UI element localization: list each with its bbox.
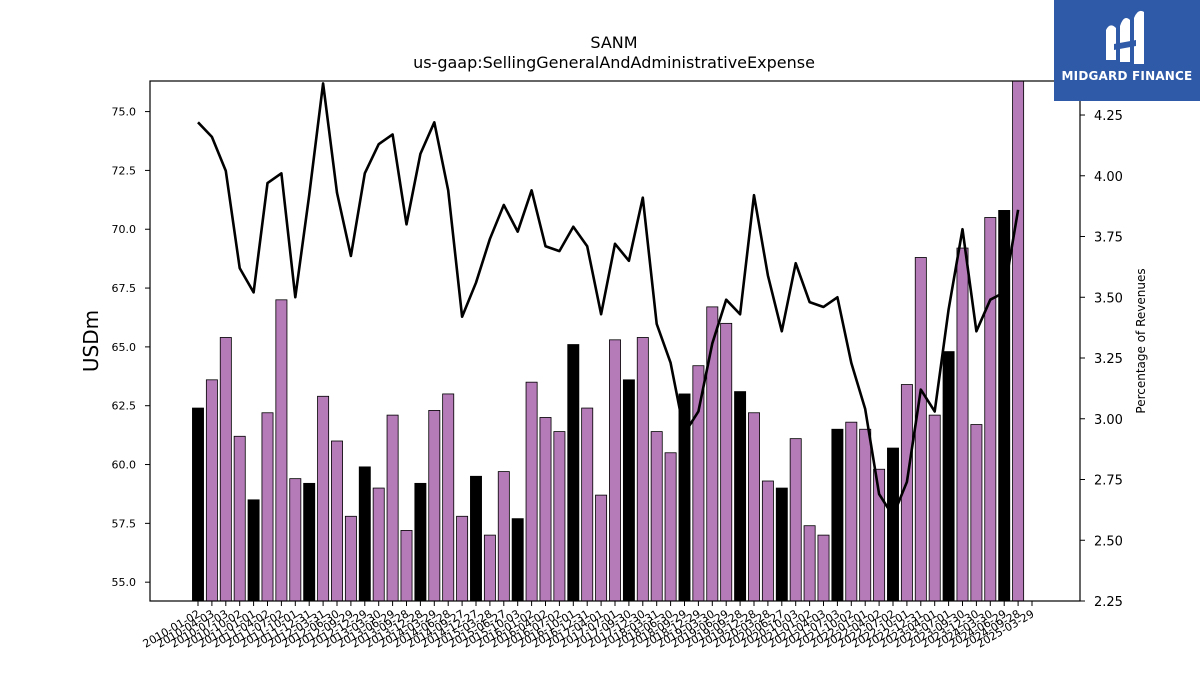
y-tick-label: 72.5 [112, 164, 137, 177]
annual-bar [942, 351, 955, 602]
quarter-bar [817, 534, 830, 602]
quarter-bar [205, 379, 218, 602]
annual-bar [358, 466, 371, 602]
annual-bar [247, 499, 260, 602]
brand-name: MIDGARD FINANCE [1061, 69, 1193, 83]
y-tick-label: 70.0 [112, 223, 137, 236]
percentage-line-series [197, 82, 1020, 518]
bar-series [192, 80, 1025, 602]
y2-tick-label: 3.25 [1094, 352, 1123, 367]
quarter-bar [595, 494, 608, 602]
quarter-bar [970, 424, 983, 602]
quarter-bar [609, 339, 621, 602]
quarter-bar [789, 438, 802, 602]
quarter-bar [1012, 80, 1025, 602]
annual-bar [511, 518, 524, 602]
quarter-bar [692, 365, 705, 602]
y2-tick-label: 2.25 [1094, 595, 1123, 610]
quarter-bar [344, 515, 357, 602]
quarter-bar [720, 322, 733, 602]
quarter-bar [553, 431, 566, 602]
y2-tick-label: 4.00 [1094, 170, 1123, 185]
quarter-bar [525, 381, 538, 602]
annual-bar [470, 475, 482, 602]
annual-bar [414, 482, 427, 602]
quarter-bar [261, 412, 274, 602]
annual-bar [622, 379, 635, 602]
quarter-bar [748, 412, 760, 602]
y-tick-label: 57.5 [112, 517, 137, 530]
annual-bar [775, 487, 788, 602]
midgard-finance-logo-icon [1106, 10, 1144, 64]
quarter-bar [275, 299, 288, 602]
y-tick-label: 62.5 [112, 400, 137, 413]
quarter-bar [664, 452, 677, 602]
annual-bar [734, 391, 747, 602]
quarter-bar [456, 515, 469, 602]
y-axis-label: USDm [79, 310, 103, 372]
y-axis-left: 55.0 57.5 60.0 62.5 65.0 67.5 70.0 72.5 75.0 [112, 106, 150, 589]
y2-tick-label: 3.00 [1094, 413, 1123, 428]
percentage-line [197, 82, 1020, 518]
quarter-bar [928, 414, 941, 602]
quarter-bar [372, 487, 385, 602]
y2-axis-label: Percentage of Revenues [1134, 268, 1148, 413]
quarter-bar [845, 421, 858, 602]
quarter-bar [984, 217, 997, 602]
quarter-bar [233, 435, 246, 602]
annual-bar [192, 407, 204, 602]
quarter-bar [650, 431, 663, 602]
y-tick-label: 60.0 [112, 459, 137, 472]
quarter-bar [483, 534, 496, 602]
quarter-bar [442, 393, 455, 602]
chart-title: SANM [590, 33, 637, 52]
y-axis-right: 2.25 2.50 2.75 3.00 3.25 3.50 3.75 4.00 4.25 [1080, 109, 1123, 610]
chart-subtitle: us-gaap:SellingGeneralAndAdministrativeE… [413, 53, 815, 72]
quarter-bar [914, 257, 927, 602]
annual-bar [303, 482, 316, 602]
brand-logo: MIDGARD FINANCE [1054, 0, 1200, 101]
y-tick-label: 55.0 [112, 576, 137, 589]
quarter-bar [289, 478, 302, 602]
quarter-bar [539, 417, 552, 602]
y-tick-label: 75.0 [112, 106, 137, 119]
quarter-bar [219, 337, 232, 602]
annual-bar [831, 428, 844, 602]
quarter-bar [497, 471, 510, 602]
quarter-bar [761, 480, 774, 602]
quarter-bar [331, 440, 343, 602]
y-tick-label: 67.5 [112, 282, 137, 295]
y2-tick-label: 2.50 [1094, 534, 1123, 549]
y2-tick-label: 4.25 [1094, 109, 1123, 124]
y-tick-label: 65.0 [112, 341, 137, 354]
quarter-bar [581, 407, 594, 602]
quarter-bar [317, 395, 330, 602]
quarter-bar [956, 247, 969, 602]
annual-bar [887, 447, 899, 602]
quarter-bar [386, 414, 399, 602]
x-axis: 2010-01-022010-04-032010-07-032010-10-02… [141, 601, 1037, 651]
quarter-bar [636, 337, 649, 602]
quarter-bar [400, 530, 413, 602]
y2-tick-label: 3.75 [1094, 231, 1123, 246]
quarter-bar [706, 306, 719, 602]
quarter-bar [803, 525, 816, 602]
quarter-bar [859, 428, 872, 602]
y2-tick-label: 3.50 [1094, 291, 1123, 306]
quarter-bar [428, 410, 441, 602]
annual-bar [567, 344, 580, 602]
y2-tick-label: 2.75 [1094, 474, 1123, 489]
